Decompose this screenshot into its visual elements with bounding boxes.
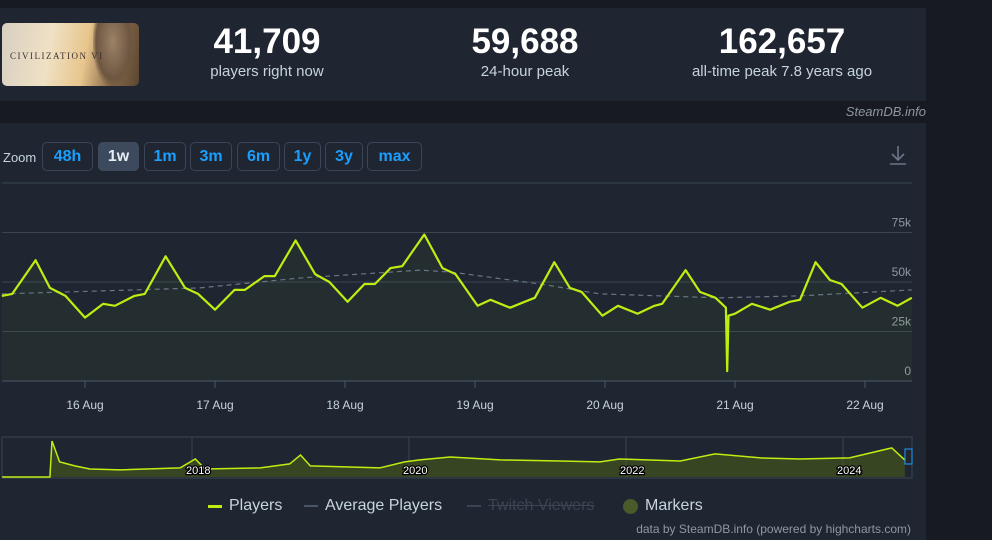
- legend-label: Markers: [645, 497, 703, 514]
- zoom-1m-button[interactable]: 1m: [144, 142, 186, 171]
- zoom-48h-button[interactable]: 48h: [42, 142, 93, 171]
- game-logo: CIVILIZATION VI: [10, 51, 104, 61]
- stat-current-players: 41,709 players right now: [147, 22, 387, 80]
- stat-value: 41,709: [213, 22, 321, 61]
- markers-dot-icon: [623, 498, 638, 514]
- legend-label: Average Players: [325, 497, 443, 514]
- source-credit[interactable]: SteamDB.info: [845, 104, 926, 119]
- x-tick-label: 17 Aug: [196, 398, 233, 412]
- average-players-line: [1, 269, 912, 299]
- navigator-line: [2, 440, 906, 478]
- zoom-1y-button[interactable]: 1y: [284, 142, 321, 171]
- navigator-area: [2, 441, 905, 477]
- x-tick-label: 21 Aug: [716, 398, 753, 412]
- twitch-line-icon: [467, 505, 481, 507]
- stat-label: 24-hour peak: [480, 63, 570, 80]
- stat-label: all-time peak 7.8 years ago: [691, 63, 873, 80]
- legend-markers[interactable]: Markers: [623, 497, 703, 515]
- players-area: [1, 234, 912, 381]
- legend-twitch-viewers[interactable]: Twitch Viewers: [467, 497, 594, 515]
- stat-value: 162,657: [718, 22, 846, 61]
- zoom-max-button[interactable]: max: [367, 142, 422, 171]
- navigator-year-label: 2024: [837, 465, 861, 477]
- zoom-6m-button[interactable]: 6m: [237, 142, 280, 171]
- y-tick-label: 50k: [892, 265, 912, 279]
- players-line: [1, 233, 913, 373]
- stat-24h-peak: 59,688 24-hour peak: [405, 22, 645, 80]
- player-count-chart[interactable]: 0 25k 50k 75k 16 Aug 17 Aug 18 Aug 19 Aug 20 Aug…: [0, 0, 926, 490]
- game-cover-image[interactable]: CIVILIZATION VI: [2, 23, 139, 86]
- zoom-3m-button[interactable]: 3m: [190, 142, 232, 171]
- navigator-year-label: 2022: [620, 465, 644, 477]
- stats-header: CIVILIZATION VI 41,709 players right now…: [0, 8, 926, 101]
- y-tick-label: 25k: [892, 315, 912, 329]
- legend-players[interactable]: Players: [208, 497, 282, 515]
- download-icon[interactable]: [888, 144, 908, 166]
- navigator-year-label: 2020: [403, 465, 427, 477]
- players-line-icon: [208, 504, 222, 508]
- y-tick-label: 0: [904, 364, 911, 378]
- stat-value: 59,688: [471, 22, 579, 61]
- navigator-year-label: 2018: [186, 465, 210, 477]
- stat-all-time-peak: 162,657 all-time peak 7.8 years ago: [662, 22, 902, 80]
- navigator-handle[interactable]: [904, 448, 913, 465]
- x-tick-label: 18 Aug: [326, 398, 363, 412]
- average-line-icon: [304, 505, 318, 507]
- statue-artwork: [93, 23, 133, 86]
- legend-label: Twitch Viewers: [488, 497, 595, 514]
- zoom-1w-button[interactable]: 1w: [98, 142, 139, 171]
- stat-label: players right now: [210, 63, 324, 80]
- x-tick-label: 19 Aug: [456, 398, 493, 412]
- x-tick-label: 22 Aug: [846, 398, 883, 412]
- legend-label: Players: [229, 497, 283, 514]
- y-tick-label: 75k: [892, 216, 912, 230]
- zoom-label: Zoom: [3, 150, 37, 165]
- x-tick-label: 20 Aug: [586, 398, 623, 412]
- footer-credit[interactable]: data by SteamDB.info (powered by highcha…: [636, 522, 911, 536]
- legend-average-players[interactable]: Average Players: [304, 497, 442, 515]
- x-tick-label: 16 Aug: [66, 398, 103, 412]
- zoom-3y-button[interactable]: 3y: [325, 142, 363, 171]
